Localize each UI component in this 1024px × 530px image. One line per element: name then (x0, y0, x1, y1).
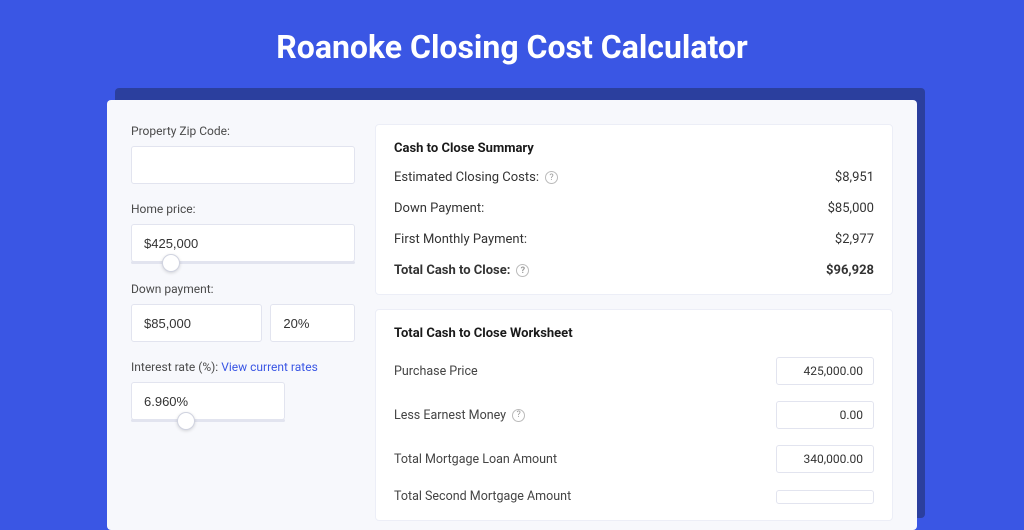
summary-title: Cash to Close Summary (394, 141, 874, 156)
summary-row-closing-costs: Estimated Closing Costs: ? $8,951 (394, 170, 874, 185)
worksheet-label-second-mortgage: Total Second Mortgage Amount (394, 489, 571, 504)
summary-row-first-payment: First Monthly Payment: $2,977 (394, 232, 874, 247)
home-price-slider-thumb[interactable] (162, 254, 180, 272)
help-icon[interactable]: ? (512, 409, 525, 422)
summary-label-down-payment: Down Payment: (394, 201, 484, 216)
interest-rate-slider-thumb[interactable] (177, 412, 195, 430)
interest-rate-label-text: Interest rate (%): (131, 360, 218, 374)
summary-row-down-payment: Down Payment: $85,000 (394, 201, 874, 216)
down-payment-amount-input[interactable] (131, 304, 262, 342)
down-payment-percent-input[interactable] (270, 304, 355, 342)
summary-row-total: Total Cash to Close: ? $96,928 (394, 263, 874, 278)
worksheet-value-purchase[interactable]: 425,000.00 (776, 357, 874, 385)
interest-rate-field-group: Interest rate (%): View current rates (131, 360, 355, 422)
right-panel: Cash to Close Summary Estimated Closing … (375, 124, 893, 530)
summary-label-total: Total Cash to Close: (394, 263, 510, 278)
card-wrapper: Property Zip Code: Home price: Down paym… (0, 88, 1024, 530)
worksheet-value-mortgage[interactable]: 340,000.00 (776, 445, 874, 473)
worksheet-row-earnest: Less Earnest Money ? 0.00 (394, 401, 874, 429)
worksheet-row-second-mortgage: Total Second Mortgage Amount (394, 489, 874, 504)
main-card: Property Zip Code: Home price: Down paym… (107, 100, 917, 530)
summary-label-first-payment: First Monthly Payment: (394, 232, 527, 247)
summary-value-first-payment: $2,977 (835, 232, 874, 247)
zip-code-label: Property Zip Code: (131, 124, 355, 138)
worksheet-value-second-mortgage[interactable] (776, 490, 874, 504)
worksheet-row-purchase: Purchase Price 425,000.00 (394, 357, 874, 385)
zip-code-field-group: Property Zip Code: (131, 124, 355, 184)
summary-value-closing-costs: $8,951 (835, 170, 874, 185)
worksheet-card: Total Cash to Close Worksheet Purchase P… (375, 309, 893, 521)
worksheet-label-purchase: Purchase Price (394, 364, 478, 379)
summary-value-down-payment: $85,000 (828, 201, 874, 216)
interest-rate-input[interactable] (131, 382, 285, 420)
worksheet-title: Total Cash to Close Worksheet (394, 326, 874, 341)
worksheet-value-earnest[interactable]: 0.00 (776, 401, 874, 429)
home-price-slider[interactable] (131, 261, 355, 264)
home-price-field-group: Home price: (131, 202, 355, 264)
help-icon[interactable]: ? (545, 171, 558, 184)
down-payment-field-group: Down payment: (131, 282, 355, 342)
summary-card: Cash to Close Summary Estimated Closing … (375, 124, 893, 295)
view-rates-link[interactable]: View current rates (221, 360, 318, 374)
home-price-label: Home price: (131, 202, 355, 216)
summary-value-total: $96,928 (826, 263, 874, 278)
interest-rate-slider[interactable] (131, 419, 285, 422)
interest-rate-label: Interest rate (%): View current rates (131, 360, 355, 374)
summary-label-closing-costs: Estimated Closing Costs: (394, 170, 539, 185)
worksheet-row-mortgage: Total Mortgage Loan Amount 340,000.00 (394, 445, 874, 473)
down-payment-label: Down payment: (131, 282, 355, 296)
left-panel: Property Zip Code: Home price: Down paym… (131, 124, 355, 530)
worksheet-label-earnest: Less Earnest Money (394, 408, 506, 423)
page-title: Roanoke Closing Cost Calculator (0, 0, 1024, 88)
help-icon[interactable]: ? (516, 264, 529, 277)
worksheet-label-mortgage: Total Mortgage Loan Amount (394, 452, 557, 467)
zip-code-input[interactable] (131, 146, 355, 184)
